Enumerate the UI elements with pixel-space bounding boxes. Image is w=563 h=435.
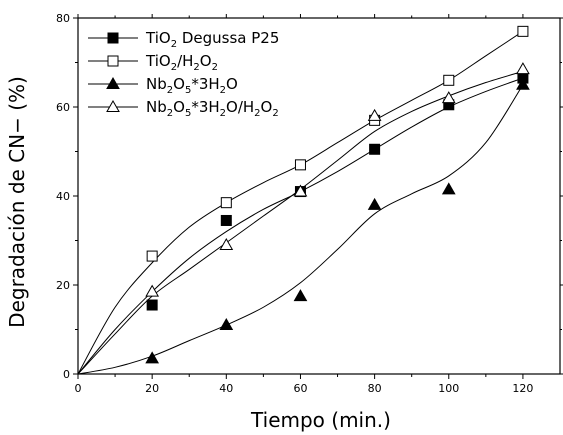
data-point bbox=[367, 108, 382, 121]
data-point bbox=[441, 182, 456, 195]
y-tick-label: 40 bbox=[56, 190, 70, 203]
legend-label-part: 2 bbox=[220, 85, 226, 96]
legend-marker bbox=[106, 99, 120, 112]
legend-label-part: 2 bbox=[212, 62, 218, 73]
x-tick-label: 20 bbox=[145, 382, 159, 395]
data-point bbox=[220, 214, 232, 226]
data-markers bbox=[145, 25, 530, 364]
legend-label-part: TiO bbox=[145, 52, 171, 70]
legend-label-part: Degussa P25 bbox=[177, 29, 279, 47]
legend-marker bbox=[107, 32, 119, 44]
fit-curve-2 bbox=[77, 30, 524, 375]
legend-label-part: O bbox=[173, 98, 185, 116]
legend-label-part: 2 bbox=[220, 108, 226, 119]
axes: 0 20 40 60 80 100 120 0 20 40 60 80 bbox=[56, 12, 563, 395]
data-point bbox=[369, 143, 381, 155]
fit-curve-4 bbox=[77, 70, 524, 375]
fit-curve-3 bbox=[77, 84, 524, 375]
data-point bbox=[367, 197, 382, 210]
data-point bbox=[146, 250, 158, 262]
data-point bbox=[441, 91, 456, 104]
data-point bbox=[294, 159, 306, 171]
x-axis-label: Tiempo (min.) bbox=[250, 408, 391, 432]
data-point bbox=[516, 77, 530, 90]
x-tick-label: 0 bbox=[75, 382, 82, 395]
data-point bbox=[293, 184, 308, 197]
legend-label: Nb2O5*3H2O bbox=[146, 75, 238, 96]
legend-label-part: Nb bbox=[146, 98, 167, 116]
legend-marker bbox=[107, 55, 119, 67]
fit-curve-1 bbox=[77, 77, 524, 375]
fit-curves bbox=[77, 30, 524, 375]
data-point bbox=[146, 299, 158, 311]
x-tick-label: 80 bbox=[368, 382, 382, 395]
legend-label-part: 2 bbox=[193, 62, 199, 73]
y-tick-label: 20 bbox=[56, 279, 70, 292]
data-point bbox=[443, 74, 455, 86]
plot-frame bbox=[77, 17, 561, 375]
y-tick-label: 80 bbox=[56, 12, 70, 25]
x-tick-label: 60 bbox=[293, 382, 307, 395]
legend-label-part: O bbox=[261, 98, 273, 116]
legend-label-part: 5 bbox=[185, 85, 191, 96]
legend: TiO2 Degussa P25TiO2/H2O2Nb2O5*3H2ONb2O5… bbox=[88, 29, 279, 119]
legend-label-part: 2 bbox=[254, 108, 260, 119]
legend-label: Nb2O5*3H2O/H2O2 bbox=[146, 98, 279, 119]
legend-label: TiO2 Degussa P25 bbox=[145, 29, 279, 50]
data-point bbox=[516, 62, 530, 75]
data-point bbox=[219, 318, 234, 331]
legend-label-part: *3H bbox=[191, 98, 219, 116]
legend-label-part: 2 bbox=[167, 108, 173, 119]
x-tick-label: 100 bbox=[438, 382, 459, 395]
y-axis-label: Degradación de CN− (%) bbox=[5, 76, 29, 328]
legend-label-part: TiO bbox=[145, 29, 171, 47]
legend-label-part: 2 bbox=[171, 62, 177, 73]
data-point bbox=[145, 284, 160, 297]
plot-area bbox=[77, 17, 561, 375]
legend-label-part: O bbox=[200, 52, 212, 70]
legend-label-part: O/H bbox=[226, 98, 254, 116]
x-tick-label: 40 bbox=[219, 382, 233, 395]
legend-label-part: 2 bbox=[167, 85, 173, 96]
legend-label: TiO2/H2O2 bbox=[145, 52, 218, 73]
legend-label-part: 2 bbox=[272, 108, 278, 119]
legend-label-part: O bbox=[226, 75, 238, 93]
legend-label-part: O bbox=[173, 75, 185, 93]
data-point bbox=[293, 289, 308, 302]
data-point bbox=[145, 351, 160, 364]
legend-label-part: /H bbox=[177, 52, 193, 70]
x-tick-label: 120 bbox=[512, 382, 533, 395]
legend-label-part: Nb bbox=[146, 75, 167, 93]
legend-label-part: *3H bbox=[191, 75, 219, 93]
legend-marker bbox=[106, 76, 120, 89]
y-tick-label: 60 bbox=[56, 101, 70, 114]
data-point bbox=[220, 197, 232, 209]
legend-label-part: 2 bbox=[171, 39, 177, 50]
legend-label-part: 5 bbox=[185, 108, 191, 119]
data-point bbox=[517, 25, 529, 37]
data-point bbox=[219, 237, 234, 250]
y-tick-label: 0 bbox=[63, 368, 70, 381]
